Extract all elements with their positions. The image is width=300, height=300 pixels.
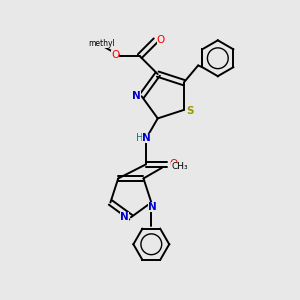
Text: N: N [120,212,129,222]
Text: N: N [132,91,141,101]
Text: N: N [148,202,157,212]
Text: N: N [142,133,151,142]
Text: O: O [169,160,177,170]
Text: methyl: methyl [89,39,116,48]
Text: CH₃: CH₃ [171,162,188,171]
Text: S: S [186,106,194,116]
Text: O: O [111,50,119,60]
Text: O: O [157,35,165,45]
Text: H: H [136,133,143,142]
